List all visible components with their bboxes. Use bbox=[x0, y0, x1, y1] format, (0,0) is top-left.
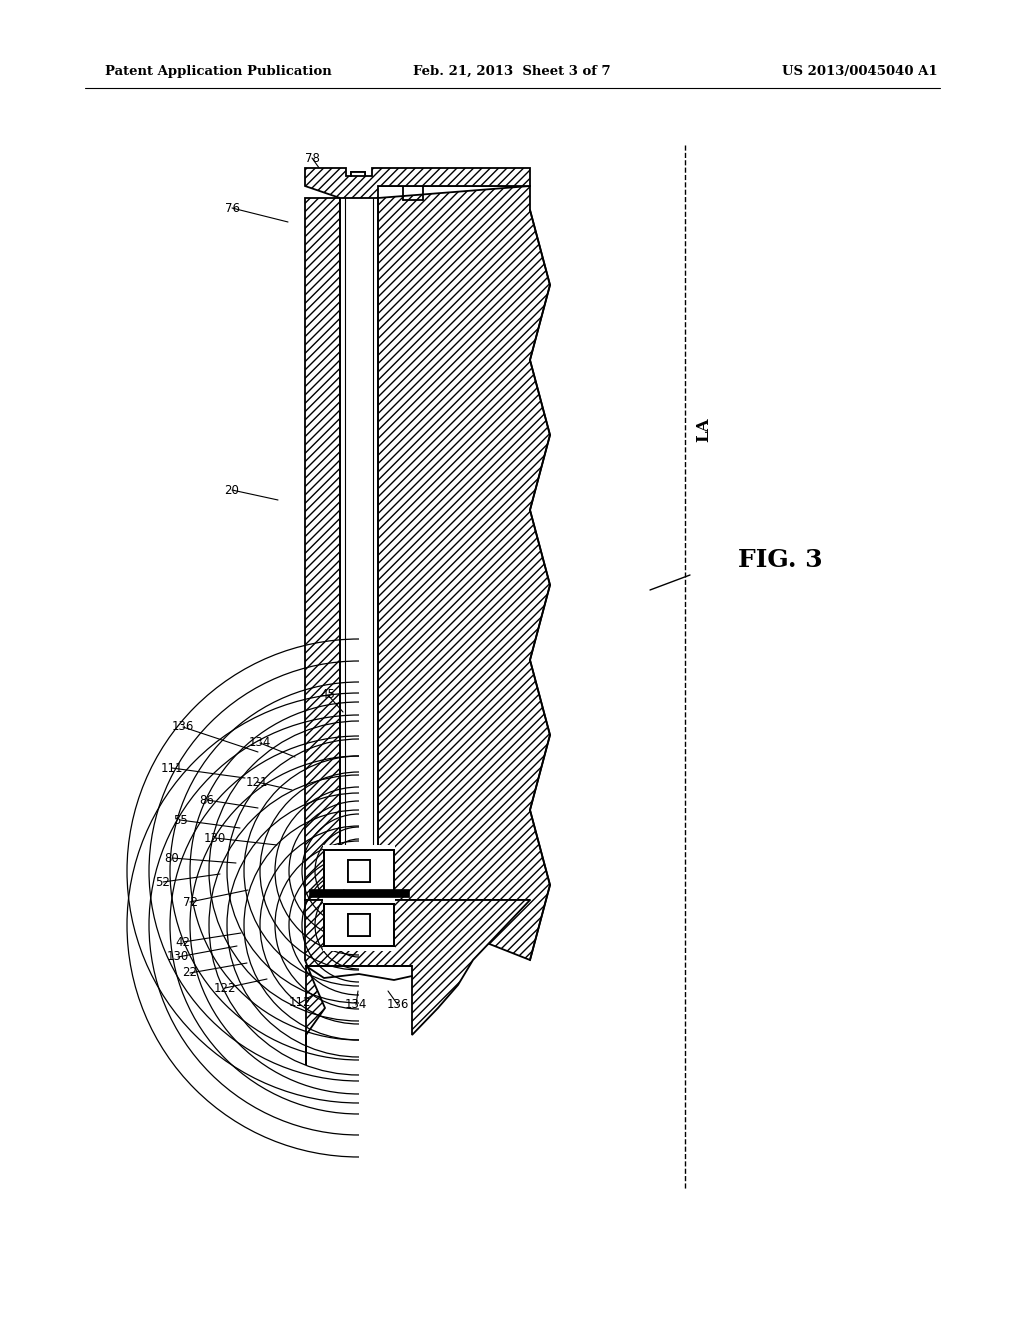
Bar bbox=[348, 861, 370, 882]
Text: 80: 80 bbox=[165, 851, 179, 865]
Text: LA: LA bbox=[695, 417, 712, 442]
Polygon shape bbox=[378, 186, 550, 960]
Bar bbox=[309, 888, 409, 898]
Bar bbox=[348, 861, 370, 882]
Bar bbox=[324, 904, 394, 946]
Bar bbox=[348, 913, 370, 936]
Bar bbox=[324, 904, 394, 913]
Text: 130: 130 bbox=[167, 950, 189, 964]
Bar bbox=[348, 913, 370, 936]
Bar bbox=[324, 913, 348, 936]
Text: FIG. 3: FIG. 3 bbox=[737, 548, 822, 572]
Bar bbox=[324, 861, 348, 882]
Text: 134: 134 bbox=[345, 998, 368, 1011]
Polygon shape bbox=[305, 900, 530, 1065]
Text: 111: 111 bbox=[161, 762, 183, 775]
Polygon shape bbox=[305, 198, 340, 900]
Text: 136: 136 bbox=[387, 998, 410, 1011]
Bar bbox=[324, 850, 394, 892]
Bar bbox=[370, 861, 394, 882]
Text: 42: 42 bbox=[175, 936, 190, 949]
Text: 52: 52 bbox=[156, 875, 170, 888]
Bar bbox=[323, 845, 395, 950]
Text: Patent Application Publication: Patent Application Publication bbox=[105, 65, 332, 78]
Text: 130: 130 bbox=[204, 832, 226, 845]
Bar bbox=[324, 850, 394, 892]
Bar bbox=[324, 850, 394, 861]
Polygon shape bbox=[305, 168, 530, 198]
Text: 86: 86 bbox=[200, 793, 214, 807]
Text: 72: 72 bbox=[182, 895, 198, 908]
Bar bbox=[351, 172, 365, 176]
Text: 76: 76 bbox=[224, 202, 240, 214]
Text: 136: 136 bbox=[172, 721, 195, 734]
Text: 112: 112 bbox=[289, 997, 311, 1010]
Text: 20: 20 bbox=[224, 483, 240, 496]
Text: 55: 55 bbox=[173, 813, 187, 826]
Text: Feb. 21, 2013  Sheet 3 of 7: Feb. 21, 2013 Sheet 3 of 7 bbox=[414, 65, 610, 78]
Text: 45: 45 bbox=[321, 689, 336, 701]
Text: 134: 134 bbox=[249, 737, 271, 750]
Text: 78: 78 bbox=[304, 152, 319, 165]
Bar bbox=[324, 904, 394, 946]
Text: 22: 22 bbox=[182, 966, 198, 979]
Bar bbox=[324, 850, 394, 892]
Bar bbox=[370, 913, 394, 936]
Bar bbox=[324, 882, 394, 892]
Text: US 2013/0045040 A1: US 2013/0045040 A1 bbox=[782, 65, 938, 78]
Bar bbox=[324, 936, 394, 946]
Bar bbox=[324, 904, 394, 946]
Text: 121: 121 bbox=[246, 776, 268, 788]
Text: 122: 122 bbox=[214, 982, 237, 994]
